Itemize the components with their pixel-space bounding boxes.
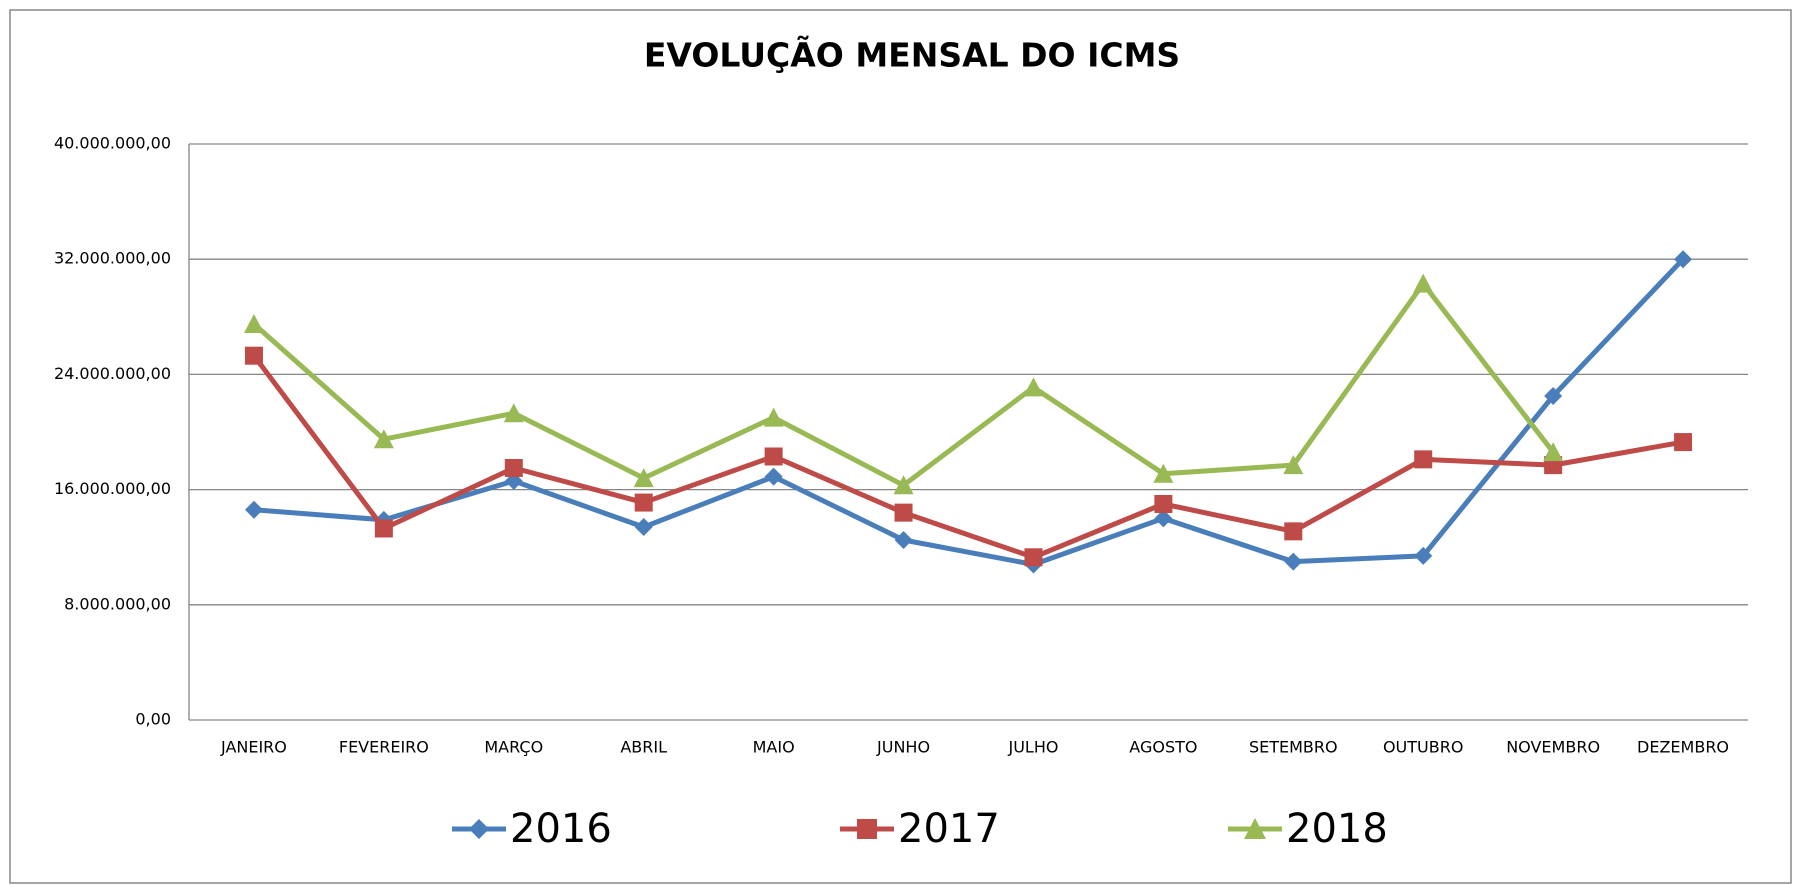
chart-title: EVOLUÇÃO MENSAL DO ICMS	[644, 35, 1180, 75]
marker	[893, 475, 914, 495]
x-tick-label: SETEMBRO	[1249, 738, 1338, 757]
chart-border	[9, 9, 1792, 884]
marker	[764, 467, 783, 486]
x-tick-label: OUTUBRO	[1383, 738, 1463, 757]
y-tick-label: 32.000.000,00	[54, 249, 171, 268]
marker	[373, 429, 394, 449]
marker	[1544, 387, 1563, 405]
x-tick-label: JUNHO	[876, 738, 930, 757]
marker	[1413, 273, 1434, 293]
legend-label: 2018	[1286, 806, 1388, 852]
marker	[1414, 546, 1433, 565]
x-tick-label: AGOSTO	[1129, 738, 1197, 757]
series-line	[253, 257, 1685, 567]
x-tick-label: DEZEMBRO	[1637, 738, 1729, 757]
marker	[374, 519, 393, 538]
x-tick-label: MAIO	[753, 738, 795, 757]
y-tick-label: 0,00	[135, 710, 171, 729]
y-tick-label: 40.000.000,00	[54, 134, 171, 153]
marker	[1414, 450, 1433, 469]
marker	[1283, 455, 1304, 475]
marker	[1154, 509, 1173, 528]
x-tick-label: NOVEMBRO	[1506, 738, 1600, 757]
y-tick-label: 24.000.000,00	[54, 364, 171, 383]
marker	[504, 459, 523, 477]
x-tick-label: FEVEREIRO	[339, 738, 429, 757]
marker	[1674, 250, 1693, 269]
x-tick-label: ABRIL	[620, 738, 667, 757]
marker	[1284, 552, 1303, 571]
legend-marker	[469, 819, 489, 839]
marker	[503, 403, 524, 423]
marker	[1284, 522, 1303, 541]
marker	[1154, 495, 1173, 513]
marker	[634, 493, 653, 512]
legend-label: 2017	[898, 806, 1000, 852]
x-tick-label: JANEIRO	[220, 738, 287, 757]
y-tick-label: 16.000.000,00	[54, 479, 171, 498]
marker	[1674, 433, 1693, 452]
marker	[633, 468, 654, 488]
marker	[244, 346, 263, 365]
marker	[763, 407, 784, 427]
marker	[894, 503, 913, 522]
x-tick-label: MARÇO	[484, 738, 543, 757]
x-tick-label: JULHO	[1007, 738, 1058, 757]
marker	[634, 518, 653, 537]
marker	[764, 447, 783, 466]
marker	[894, 531, 913, 549]
marker	[1153, 463, 1174, 483]
y-tick-label: 8.000.000,00	[64, 594, 171, 613]
marker	[1023, 377, 1044, 397]
legend-marker	[857, 819, 877, 839]
marker	[1024, 548, 1043, 567]
marker	[244, 500, 263, 519]
legend-marker	[1244, 818, 1266, 839]
marker	[243, 314, 264, 333]
marker	[1543, 442, 1564, 462]
series-line	[251, 354, 1684, 560]
legend-label: 2016	[510, 806, 612, 852]
